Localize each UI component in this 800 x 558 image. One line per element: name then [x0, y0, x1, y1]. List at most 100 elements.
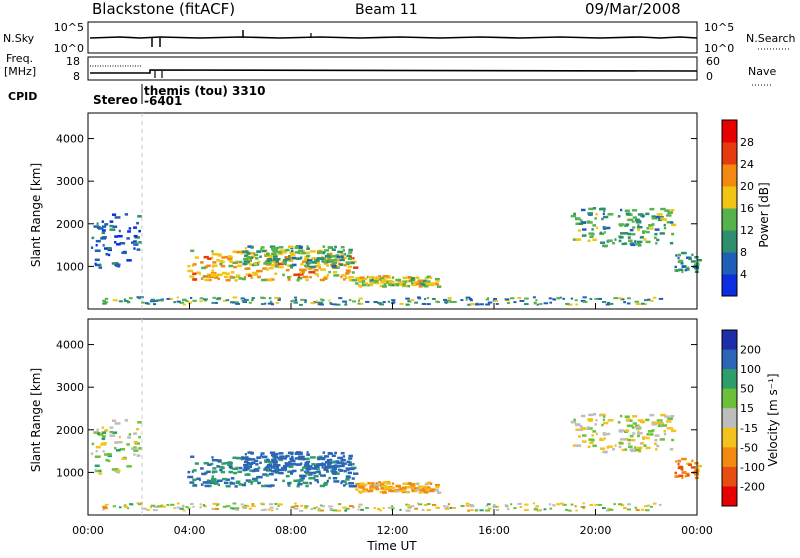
velocity-echo [592, 430, 597, 433]
velocity-echo [112, 505, 117, 508]
velocity-echo [329, 508, 333, 511]
velocity-echo [309, 481, 312, 485]
power-echo [269, 278, 275, 281]
power-echo [565, 302, 570, 305]
power-echo [318, 266, 321, 269]
power-colorbar-tick: 20 [740, 180, 754, 193]
power-echo [306, 247, 310, 250]
velocity-echo [636, 446, 643, 450]
velocity-colorbar-tick: -50 [740, 441, 758, 454]
power-echo [414, 283, 418, 286]
power-echo [635, 303, 641, 306]
velocity-echo [607, 419, 614, 422]
power-echo [121, 251, 127, 255]
velocity-echo [608, 508, 614, 511]
power-echo [575, 303, 578, 306]
power-echo [128, 227, 132, 230]
power-echo [271, 247, 277, 250]
power-echo [415, 276, 420, 279]
power-echo [149, 300, 155, 303]
power-echo [640, 302, 645, 305]
power-colorbar-segment [722, 164, 737, 187]
power-echo [645, 240, 651, 244]
power-echo [219, 262, 223, 266]
velocity-echo [634, 424, 639, 428]
velocity-echo [211, 456, 214, 459]
velocity-echo [227, 463, 233, 467]
power-echo [629, 242, 635, 245]
velocity-echo [294, 457, 301, 460]
power-echo [329, 302, 333, 305]
velocity-echo [240, 503, 244, 506]
power-echo [620, 298, 625, 301]
velocity-echo [623, 507, 627, 510]
power-echo [629, 213, 633, 216]
power-echo [407, 284, 411, 288]
power-echo [297, 249, 304, 252]
power-echo [675, 269, 678, 272]
velocity-echo [388, 486, 395, 490]
power-echo [269, 262, 272, 265]
power-echo [506, 302, 511, 305]
velocity-echo [404, 487, 407, 490]
power-echo [308, 271, 315, 274]
power-echo [272, 258, 279, 262]
velocity-echo [620, 504, 625, 507]
velocity-echo [594, 503, 598, 506]
velocity-echo [565, 508, 568, 511]
velocity-echo [124, 419, 129, 422]
velocity-echo [417, 485, 423, 488]
power-echo [306, 254, 311, 258]
power-echo [451, 300, 457, 303]
velocity-echo [323, 468, 329, 471]
velocity-echo [118, 435, 121, 439]
power-echo [318, 257, 325, 261]
date-label: 09/Mar/2008 [585, 0, 681, 18]
velocity-echo [382, 481, 389, 484]
velocity-echo [289, 481, 292, 485]
velocity-echo [597, 503, 603, 506]
velocity-echo [361, 486, 365, 489]
power-echo [580, 208, 586, 212]
power-echo [243, 260, 250, 264]
velocity-echo [119, 448, 126, 451]
power-echo [357, 302, 361, 305]
velocity-echo [336, 461, 341, 465]
power-echo [204, 299, 207, 302]
power-echo [696, 258, 702, 262]
velocity-echo [235, 480, 241, 484]
velocity-echo [107, 453, 112, 456]
power-echo [114, 235, 118, 238]
power-echo [556, 297, 561, 300]
power-echo [264, 253, 268, 256]
velocity-echo [314, 478, 319, 482]
velocity-echo [299, 477, 302, 480]
power-echo [627, 232, 631, 236]
velocity-echo [643, 444, 647, 447]
velocity-echo [559, 502, 564, 505]
power-echo [382, 275, 389, 278]
velocity-echo [133, 440, 138, 444]
velocity-echo [95, 449, 98, 453]
velocity-echo [319, 484, 326, 488]
power-echo [228, 264, 234, 268]
power-echo [632, 216, 637, 219]
velocity-echo [160, 504, 164, 507]
velocity-echo [307, 470, 310, 473]
power-colorbar-tick: 24 [740, 158, 754, 171]
velocity-echo [225, 478, 230, 481]
velocity-echo [375, 482, 378, 485]
power-echo [399, 302, 404, 305]
power-echo [642, 215, 645, 218]
power-echo [309, 275, 312, 279]
velocity-echo [343, 458, 346, 462]
velocity-echo [582, 506, 585, 509]
power-echo [250, 276, 253, 279]
velocity-echo [318, 509, 321, 512]
power-echo [260, 296, 265, 299]
velocity-echo [428, 489, 435, 493]
power-echo [321, 299, 325, 302]
velocity-echo [228, 470, 234, 474]
power-echo [658, 297, 664, 300]
